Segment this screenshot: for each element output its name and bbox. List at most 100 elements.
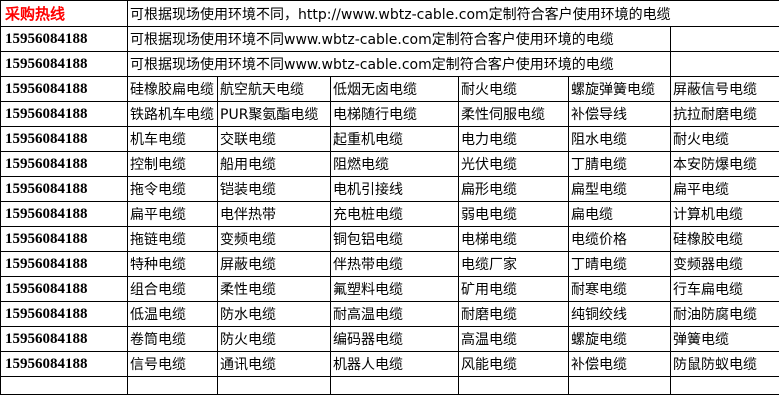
cable-type-cell: 变频电缆 bbox=[217, 226, 331, 252]
cable-type-cell: 防鼠防蚁电缆 bbox=[670, 351, 779, 377]
cable-type-cell: 机车电缆 bbox=[127, 126, 218, 152]
cable-type-cell: 低烟无卤电缆 bbox=[330, 76, 459, 102]
cable-type-cell: 补偿导线 bbox=[568, 101, 671, 127]
cable-type-cell: 控制电缆 bbox=[127, 151, 218, 177]
cable-type-cell: 扁平电缆 bbox=[127, 201, 218, 227]
cable-type-cell: 计算机电缆 bbox=[670, 201, 779, 227]
cable-type-cell: 硅橡胶扁电缆 bbox=[127, 76, 218, 102]
cable-type-cell: 行车扁电缆 bbox=[670, 276, 779, 302]
header-row: 采购热线 可根据现场使用环境不同，http://www.wbtz-cable.c… bbox=[0, 0, 779, 27]
cable-type-cell: 硅橡胶电缆 bbox=[670, 226, 779, 252]
cable-type-cell: 拖链电缆 bbox=[127, 226, 218, 252]
cable-type-cell: 耐磨电缆 bbox=[458, 301, 569, 327]
phone-number: 15956084188 bbox=[0, 26, 128, 52]
cable-type-cell: 铁路机车电缆 bbox=[127, 101, 218, 127]
cable-type-cell: 螺旋弹簧电缆 bbox=[568, 76, 671, 102]
cable-type-cell: 螺旋电缆 bbox=[568, 326, 671, 352]
table-row: 15956084188 特种电缆 屏蔽电缆 伴热带电缆 电缆厂家 丁晴电缆 变频器电缆 bbox=[0, 251, 779, 277]
empty-cell bbox=[568, 376, 671, 395]
cable-type-cell: 特种电缆 bbox=[127, 251, 218, 277]
phone-number: 15956084188 bbox=[0, 301, 128, 327]
cable-type-cell: 阻燃电缆 bbox=[330, 151, 459, 177]
cable-type-cell: 电梯随行电缆 bbox=[330, 101, 459, 127]
table-row: 15956084188 铁路机车电缆 PUR聚氨酯电缆 电梯随行电缆 柔性伺服电缆 补偿导… bbox=[0, 101, 779, 127]
phone-number: 15956084188 bbox=[0, 226, 128, 252]
empty-cell bbox=[458, 376, 569, 395]
cable-type-cell: 扁形电缆 bbox=[458, 176, 569, 202]
cable-type-cell: 铠装电缆 bbox=[217, 176, 331, 202]
cable-type-cell: 丁腈电缆 bbox=[568, 151, 671, 177]
website-note: 可根据现场使用环境不同，http://www.wbtz-cable.com定制符… bbox=[127, 0, 779, 27]
cable-type-cell: 编码器电缆 bbox=[330, 326, 459, 352]
phone-number: 15956084188 bbox=[0, 201, 128, 227]
website-note: 可根据现场使用环境不同www.wbtz-cable.com定制符合客户使用环境的… bbox=[127, 51, 671, 77]
cable-type-cell: 柔性电缆 bbox=[217, 276, 331, 302]
table-row: 15956084188 卷筒电缆 防火电缆 编码器电缆 高温电缆 螺旋电缆 弹簧电缆 bbox=[0, 326, 779, 352]
table-row: 15956084188 机车电缆 交联电缆 起重机电缆 电力电缆 阻水电缆 耐火电缆 bbox=[0, 126, 779, 152]
table-row: 15956084188 扁平电缆 电伴热带 充电桩电缆 弱电电缆 扁电缆 计算机电缆 bbox=[0, 201, 779, 227]
phone-number: 15956084188 bbox=[0, 326, 128, 352]
empty-cell bbox=[670, 376, 779, 395]
cable-type-cell: 耐火电缆 bbox=[458, 76, 569, 102]
cable-type-cell: 电力电缆 bbox=[458, 126, 569, 152]
table-row: 15956084188 信号电缆 通讯电缆 机器人电缆 风能电缆 补偿电缆 防鼠防蚁电缆 bbox=[0, 351, 779, 377]
empty-cell bbox=[330, 376, 459, 395]
phone-number: 15956084188 bbox=[0, 351, 128, 377]
cable-type-cell: 低温电缆 bbox=[127, 301, 218, 327]
cable-type-cell: 弱电电缆 bbox=[458, 201, 569, 227]
cable-type-cell: 卷筒电缆 bbox=[127, 326, 218, 352]
empty-cell bbox=[670, 51, 779, 77]
empty-cell bbox=[217, 376, 331, 395]
table-row: 15956084188 组合电缆 柔性电缆 氟塑料电缆 矿用电缆 耐寒电缆 行车扁电缆 bbox=[0, 276, 779, 302]
cable-type-cell: 铜包铝电缆 bbox=[330, 226, 459, 252]
cable-type-cell: 本安防爆电缆 bbox=[670, 151, 779, 177]
cable-type-cell: 耐火电缆 bbox=[670, 126, 779, 152]
cable-type-cell: 拖令电缆 bbox=[127, 176, 218, 202]
empty-cell bbox=[670, 26, 779, 52]
cable-type-cell: 高温电缆 bbox=[458, 326, 569, 352]
cable-type-cell: 耐寒电缆 bbox=[568, 276, 671, 302]
cable-type-cell: 防火电缆 bbox=[217, 326, 331, 352]
cable-type-cell: 丁晴电缆 bbox=[568, 251, 671, 277]
cable-type-cell: 补偿电缆 bbox=[568, 351, 671, 377]
table-row: 15956084188 硅橡胶扁电缆 航空航天电缆 低烟无卤电缆 耐火电缆 螺旋弹簧电缆屏… bbox=[0, 76, 779, 102]
cable-type-cell: 风能电缆 bbox=[458, 351, 569, 377]
cable-type-cell: 机器人电缆 bbox=[330, 351, 459, 377]
cable-type-cell: 信号电缆 bbox=[127, 351, 218, 377]
empty-cell bbox=[127, 376, 218, 395]
cable-type-cell: 耐高温电缆 bbox=[330, 301, 459, 327]
cable-product-table: 采购热线 可根据现场使用环境不同，http://www.wbtz-cable.c… bbox=[0, 0, 779, 395]
cable-type-cell: 屏蔽电缆 bbox=[217, 251, 331, 277]
phone-number: 15956084188 bbox=[0, 126, 128, 152]
note-row: 15956084188 可根据现场使用环境不同www.wbtz-cable.co… bbox=[0, 51, 779, 77]
cable-type-cell: 光伏电缆 bbox=[458, 151, 569, 177]
table-row: 15956084188 拖令电缆 铠装电缆 电机引接线 扁形电缆 扁型电缆 扁平电缆 bbox=[0, 176, 779, 202]
phone-number: 15956084188 bbox=[0, 76, 128, 102]
cable-type-cell: 变频器电缆 bbox=[670, 251, 779, 277]
note-row: 15956084188 可根据现场使用环境不同www.wbtz-cable.co… bbox=[0, 26, 779, 52]
cable-type-cell: 矿用电缆 bbox=[458, 276, 569, 302]
cable-type-cell: 伴热带电缆 bbox=[330, 251, 459, 277]
cable-type-cell: 电缆价格 bbox=[568, 226, 671, 252]
cable-type-cell: 防水电缆 bbox=[217, 301, 331, 327]
cable-type-cell: 组合电缆 bbox=[127, 276, 218, 302]
hotline-label: 采购热线 bbox=[0, 0, 128, 27]
cable-type-cell: 电缆厂家 bbox=[458, 251, 569, 277]
cable-type-cell: 阻水电缆 bbox=[568, 126, 671, 152]
cable-type-cell: 电机引接线 bbox=[330, 176, 459, 202]
cable-type-cell: 扁型电缆 bbox=[568, 176, 671, 202]
cable-type-cell: 耐油防腐电缆 bbox=[670, 301, 779, 327]
cable-type-cell: PUR聚氨酯电缆 bbox=[217, 101, 331, 127]
cable-type-cell: 扁电缆 bbox=[568, 201, 671, 227]
cable-type-cell: 交联电缆 bbox=[217, 126, 331, 152]
table-row: 15956084188 拖链电缆 变频电缆 铜包铝电缆 电梯电缆 电缆价格 硅橡胶电缆 bbox=[0, 226, 779, 252]
cable-type-cell: 起重机电缆 bbox=[330, 126, 459, 152]
cable-type-cell: 船用电缆 bbox=[217, 151, 331, 177]
cable-type-cell: 抗拉耐磨电缆 bbox=[670, 101, 779, 127]
phone-number: 15956084188 bbox=[0, 251, 128, 277]
cable-type-cell: 氟塑料电缆 bbox=[330, 276, 459, 302]
cable-type-cell: 扁平电缆 bbox=[670, 176, 779, 202]
cable-type-cell: 电伴热带 bbox=[217, 201, 331, 227]
phone-number: 15956084188 bbox=[0, 101, 128, 127]
cable-type-cell: 纯铜绞线 bbox=[568, 301, 671, 327]
